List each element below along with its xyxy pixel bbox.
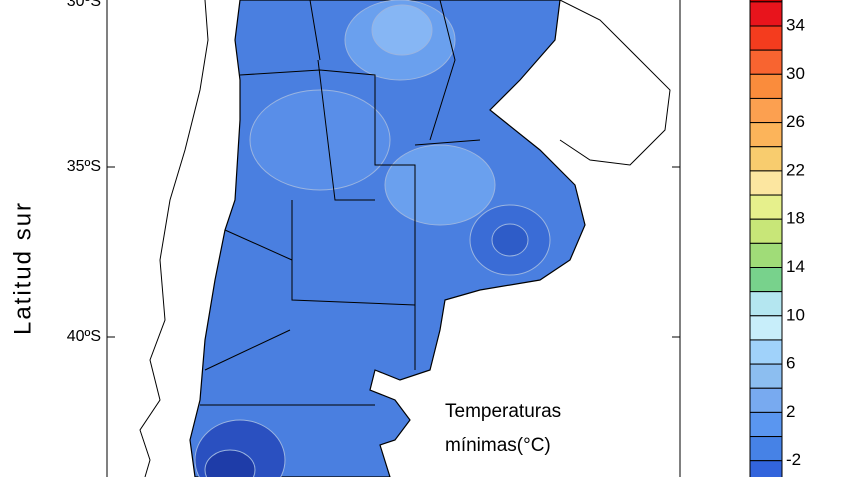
colorbar-swatch xyxy=(749,460,783,477)
colorbar-swatch xyxy=(749,97,783,124)
colorbar-label: 22 xyxy=(786,160,805,179)
colorbar-label: 10 xyxy=(786,305,805,324)
colorbar-label: 6 xyxy=(786,354,795,373)
colorbar-swatch xyxy=(749,146,783,172)
colorbar-swatch xyxy=(749,218,783,244)
axis-label: Latitud sur xyxy=(9,201,36,335)
chile-outline xyxy=(139,0,209,477)
colorbar-swatch xyxy=(749,170,783,196)
annotation: mínimas(°C) xyxy=(445,435,551,456)
colorbar-swatch xyxy=(749,339,783,365)
colorbar-swatch xyxy=(749,411,783,438)
colorbar-label: 34 xyxy=(786,15,805,34)
annotation: Temperaturas xyxy=(445,401,561,422)
lat-tick-label: 35ºS xyxy=(67,158,101,175)
colorbar-label: -2 xyxy=(786,450,801,469)
lat-tick-label: 40ºS xyxy=(67,328,101,345)
colorbar-swatch xyxy=(749,49,783,75)
colorbar-label: 30 xyxy=(786,64,805,83)
colorbar-swatch xyxy=(749,25,783,51)
colorbar-swatch xyxy=(749,1,783,27)
colorbar-label: 18 xyxy=(786,209,805,228)
colorbar-swatch xyxy=(749,122,783,148)
colorbar-swatch xyxy=(749,291,783,317)
lat-tick-label: 30ºS xyxy=(67,0,101,10)
colorbar-label: 26 xyxy=(786,112,805,131)
colorbar-label: 2 xyxy=(786,402,795,421)
colorbar-label: 14 xyxy=(786,257,805,276)
colorbar-swatch xyxy=(749,194,783,220)
province-borders xyxy=(200,0,481,406)
colorbar-swatch xyxy=(749,315,783,341)
map-frame xyxy=(106,0,681,477)
colorbar-swatch xyxy=(749,73,783,99)
colorbar-swatch xyxy=(749,436,783,462)
colorbar-swatch xyxy=(749,387,783,413)
colorbar-swatch xyxy=(749,242,783,269)
colorbar-swatch xyxy=(749,363,783,389)
colorbar: 34 30 26 22 18 14 10 6 2 -2 xyxy=(749,0,805,477)
colorbar-swatch xyxy=(749,267,783,293)
temperature-shading xyxy=(194,0,551,477)
neighbour-outline xyxy=(559,0,671,166)
